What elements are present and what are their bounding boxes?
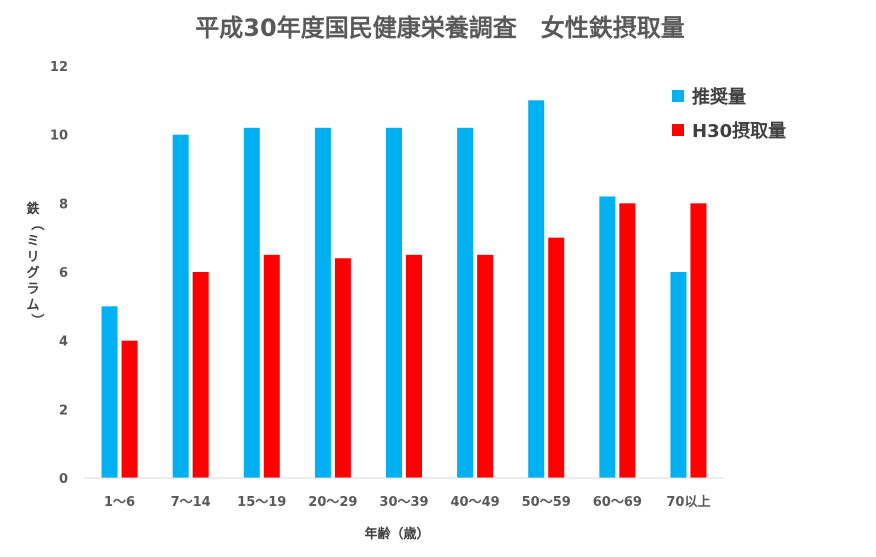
y-tick-label: 2: [59, 403, 68, 418]
y-axis-label-char: 鉄: [26, 201, 39, 217]
bar-recommended: [243, 127, 260, 479]
x-tick-label: 50～59: [522, 495, 571, 510]
bar-recommended: [457, 127, 474, 479]
bar-intake: [121, 340, 138, 478]
legend-swatch: [672, 124, 684, 136]
x-tick-label: 1～6: [104, 495, 135, 510]
y-tick-label: 6: [59, 266, 68, 281]
x-tick-label: 70以上: [666, 495, 710, 510]
y-axis-label-char: ラ: [26, 282, 39, 297]
bar-intake: [263, 254, 280, 478]
bar-recommended: [386, 127, 402, 479]
bar-recommended: [101, 306, 118, 478]
y-tick-label: 8: [59, 197, 68, 212]
x-tick-label: 20～29: [308, 495, 357, 510]
x-tick-label: 15～19: [237, 495, 286, 510]
y-axis-label-char: ム: [26, 298, 39, 313]
legend: 推奨量 H30摂取量: [672, 86, 786, 142]
bar-intake: [690, 203, 707, 479]
y-axis-label-char: （: [29, 217, 45, 230]
bar-intake: [477, 254, 494, 478]
legend-swatch: [672, 90, 684, 102]
x-tick-label: 30～39: [379, 495, 428, 510]
bar-intake: [548, 237, 565, 478]
y-tick-label: 12: [50, 60, 68, 75]
x-tick-label: 40～49: [451, 495, 500, 510]
legend-label: H30摂取量: [692, 120, 786, 142]
y-tick-label: 10: [50, 129, 68, 144]
bar-recommended: [528, 100, 545, 478]
x-axis-label: 年齢（歳）: [364, 526, 429, 542]
x-tick-label: 7～14: [171, 495, 211, 510]
y-axis-ticks: 0 2 4 6 8 10 12: [50, 60, 68, 487]
bar-intake: [192, 272, 209, 478]
bar-intake: [619, 203, 636, 479]
y-tick-label: 0: [59, 472, 68, 487]
y-axis-label-char: リ: [26, 250, 39, 265]
y-axis-label-char: ミ: [26, 234, 39, 249]
y-axis-label-char: グ: [26, 265, 39, 281]
x-tick-label: 60～69: [593, 495, 642, 510]
y-axis-label-char: ）: [29, 313, 45, 326]
bar-recommended: [599, 196, 616, 478]
x-axis-ticks: 1～6 7～14 15～19 20～29 30～39 40～49 50～59 60～69 70以…: [104, 495, 710, 510]
legend-label: 推奨量: [692, 86, 746, 108]
bar-intake: [334, 258, 351, 478]
bar-recommended: [314, 127, 331, 479]
bar-intake: [406, 254, 422, 478]
y-tick-label: 4: [59, 335, 68, 350]
bar-recommended: [670, 272, 687, 478]
bar-recommended: [172, 134, 189, 478]
chart-title: 平成30年度国民健康栄養調査 女性鉄摂取量: [195, 14, 684, 42]
plot-area: [101, 100, 707, 479]
